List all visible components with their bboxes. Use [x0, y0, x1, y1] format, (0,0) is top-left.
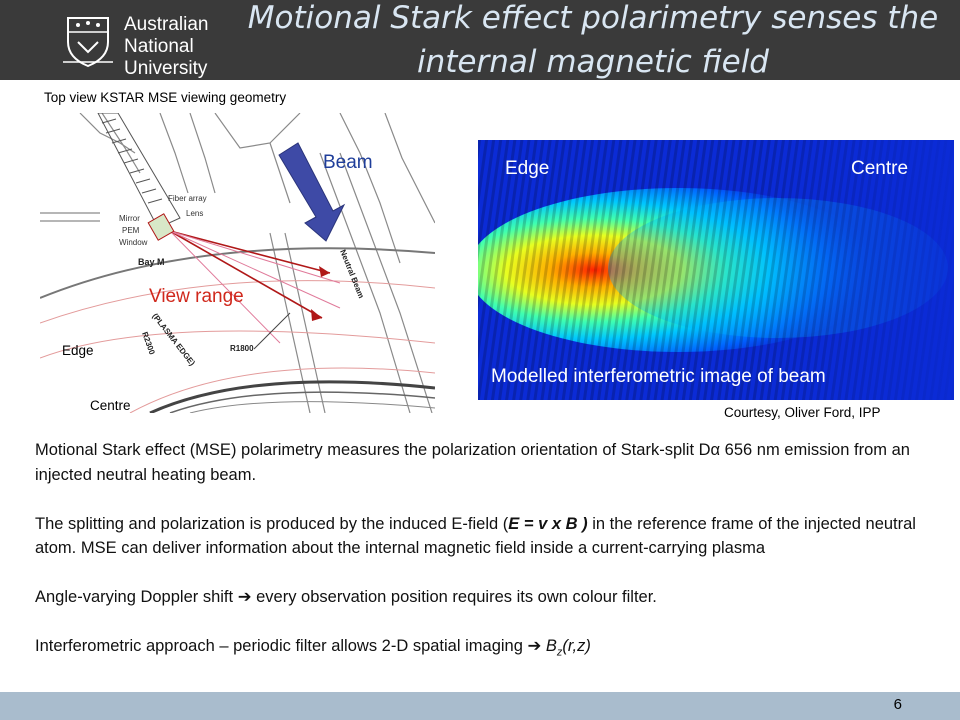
title-line-2: internal magnetic field — [417, 44, 769, 80]
neutral-beam-label: Neutral Beam — [338, 248, 366, 299]
p3-text-a: Angle-varying Doppler shift — [35, 588, 234, 606]
p3-text-b: every observation position requires its … — [251, 588, 657, 606]
slide-title: Motional Stark effect polarimetry senses… — [226, 0, 960, 80]
page-number: 6 — [893, 696, 902, 713]
beam-arrow-icon — [278, 142, 346, 242]
fiber-array-label: Fiber array — [168, 194, 207, 203]
p4-subscript: z — [556, 646, 563, 659]
optics-block — [147, 213, 175, 241]
header-bar: Australian National University Motional … — [0, 0, 960, 80]
view-lines-faint — [169, 230, 341, 344]
lorentz-equation: E = v x B ) — [508, 514, 588, 533]
p4-b-symbol: B — [541, 637, 557, 655]
right-fade — [478, 140, 954, 400]
kstar-geometry-diagram: Fiber array Lens Mirror PEM Window Bay M… — [40, 113, 435, 413]
image-edge-label: Edge — [505, 158, 550, 179]
p2-text-b: in the reference frame of the injected n… — [35, 514, 916, 558]
logo-line-2: National — [124, 36, 194, 57]
body-text: Motional Stark effect (MSE) polarimetry … — [35, 438, 935, 689]
r1800-leader — [253, 312, 291, 350]
bay-label: Bay M — [138, 257, 165, 267]
lens-label: Lens — [186, 209, 203, 218]
title-line-1: Motional Stark effect polarimetry senses… — [247, 0, 939, 36]
paragraph-mse-intro: Motional Stark effect (MSE) polarimetry … — [35, 441, 910, 484]
p4-text-a: Interferometric approach – periodic filt… — [35, 637, 528, 655]
diagram-edge-label: Edge — [62, 343, 94, 358]
pem-label: PEM — [122, 226, 140, 235]
anu-logo: Australian National University — [62, 10, 222, 79]
r1800-label: R1800 — [230, 344, 254, 353]
paragraph-doppler: Angle-varying Doppler shift ➔ every obse… — [35, 585, 935, 610]
window-label: Window — [119, 238, 148, 247]
vessel-arcs — [40, 247, 435, 413]
image-caption: Modelled interferometric image of beam — [491, 366, 826, 387]
logo-line-3: University — [124, 58, 208, 79]
crest-icon — [63, 17, 113, 68]
p2-text-a: The splitting and polarization is produc… — [35, 514, 509, 533]
right-arrow-icon: ➔ — [527, 637, 542, 655]
port-structure — [40, 113, 435, 413]
port-box — [97, 113, 181, 229]
view-range-label: View range — [149, 286, 244, 307]
geometry-svg: Fiber array Lens Mirror PEM Window Bay M… — [40, 113, 435, 413]
mirror-label: Mirror — [119, 214, 140, 223]
plasma-edge-label: (PLASMA EDGE) — [150, 312, 197, 368]
footer-bar: 6 — [0, 692, 960, 720]
diagram-centre-label: Centre — [90, 398, 131, 413]
image-centre-label: Centre — [851, 158, 909, 179]
logo-text: Australian National University — [124, 14, 209, 80]
view-lines — [169, 230, 331, 319]
interferometric-image — [478, 140, 954, 400]
p4-args: (r,z) — [562, 637, 591, 655]
view-arrowhead-lower — [311, 309, 322, 321]
logo-line-1: Australian — [124, 14, 209, 35]
right-arrow-icon: ➔ — [237, 588, 252, 606]
beam-label: Beam — [323, 152, 373, 173]
view-arrowhead-upper — [319, 266, 330, 277]
diagram-caption: Top view KSTAR MSE viewing geometry — [44, 90, 287, 105]
paragraph-splitting: The splitting and polarization is produc… — [35, 512, 935, 561]
interferometric-svg — [478, 140, 954, 400]
paragraph-interferometric: Interferometric approach – periodic filt… — [35, 634, 935, 665]
image-credit: Courtesy, Oliver Ford, IPP — [724, 405, 881, 420]
